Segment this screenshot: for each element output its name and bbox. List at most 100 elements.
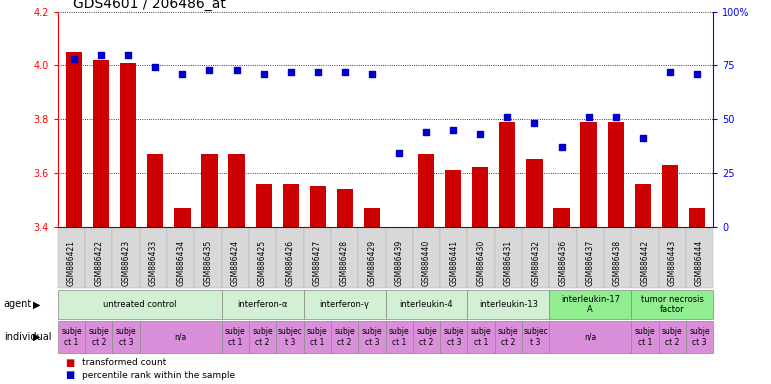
Text: GSM886424: GSM886424 [231,240,240,286]
Text: interleukin-17
A: interleukin-17 A [561,295,620,314]
Text: subje
ct 2: subje ct 2 [252,327,273,347]
Text: GSM886429: GSM886429 [367,240,376,286]
Bar [500,122,516,227]
Text: subje
ct 3: subje ct 3 [689,327,710,347]
Bar [283,184,299,227]
Bar [147,154,163,227]
Text: ▶: ▶ [33,299,41,310]
Text: GSM886434: GSM886434 [177,240,185,286]
Text: GSM886426: GSM886426 [285,240,295,286]
Text: ■: ■ [66,358,75,368]
Bar [662,165,678,227]
Text: ▶: ▶ [33,332,41,342]
Point [231,66,243,73]
Bar [364,208,380,227]
Text: subje
ct 3: subje ct 3 [443,327,464,347]
Bar [255,184,271,227]
Text: GSM886431: GSM886431 [504,240,513,286]
Text: ■: ■ [66,370,75,380]
Point [365,71,378,77]
Text: subje
ct 1: subje ct 1 [389,327,409,347]
Point [338,69,351,75]
Text: interleukin-13: interleukin-13 [479,300,538,309]
Bar [337,189,353,227]
Bar [120,63,136,227]
Point [637,135,649,141]
Bar [93,60,109,227]
Text: GSM886432: GSM886432 [531,240,540,286]
Bar [228,154,244,227]
Bar [635,184,651,227]
Point [582,114,594,120]
Text: GSM886423: GSM886423 [122,240,130,286]
Text: agent: agent [4,299,32,310]
Bar [201,154,217,227]
Text: GSM886442: GSM886442 [641,240,649,286]
Text: GSM886441: GSM886441 [449,240,458,286]
Bar [66,52,82,227]
Text: tumor necrosis
factor: tumor necrosis factor [641,295,704,314]
Text: n/a: n/a [584,333,597,341]
Text: individual: individual [4,332,52,342]
Bar [445,170,461,227]
Text: subje
ct 2: subje ct 2 [498,327,519,347]
Text: GSM886422: GSM886422 [94,240,103,286]
Text: GSM886430: GSM886430 [476,240,486,286]
Bar [554,208,570,227]
Text: subje
ct 3: subje ct 3 [362,327,382,347]
Point [284,69,297,75]
Text: subje
ct 3: subje ct 3 [116,327,136,347]
Point [393,151,406,157]
Text: n/a: n/a [174,333,187,341]
Point [311,69,324,75]
Point [95,51,107,58]
Text: GSM886421: GSM886421 [67,240,76,286]
Text: subje
ct 1: subje ct 1 [225,327,246,347]
Bar [310,186,326,227]
Text: percentile rank within the sample: percentile rank within the sample [82,371,236,380]
Point [122,51,134,58]
Bar [418,154,434,227]
Bar [174,208,190,227]
Point [664,69,676,75]
Bar [608,122,624,227]
Text: subje
ct 2: subje ct 2 [89,327,109,347]
Text: GSM886433: GSM886433 [149,240,158,286]
Point [68,56,80,62]
Text: subje
ct 2: subje ct 2 [662,327,682,347]
Text: subje
ct 2: subje ct 2 [334,327,355,347]
Point [610,114,622,120]
Bar [527,159,543,227]
Text: subjec
t 3: subjec t 3 [278,327,302,347]
Point [691,71,703,77]
Text: GSM886427: GSM886427 [313,240,322,286]
Text: GSM886444: GSM886444 [695,240,704,286]
Text: GSM886428: GSM886428 [340,240,349,286]
Text: subje
ct 2: subje ct 2 [416,327,437,347]
Text: GSM886439: GSM886439 [395,240,404,286]
Text: GSM886435: GSM886435 [204,240,213,286]
Text: GSM886437: GSM886437 [586,240,594,286]
Text: interferon-α: interferon-α [237,300,288,309]
Text: transformed count: transformed count [82,358,167,367]
Bar [689,208,705,227]
Text: untreated control: untreated control [103,300,177,309]
Point [528,120,540,126]
Text: subje
ct 1: subje ct 1 [307,327,328,347]
Text: subje
ct 1: subje ct 1 [471,327,491,347]
Bar [472,167,488,227]
Text: GSM886440: GSM886440 [422,240,431,286]
Point [204,66,216,73]
Point [555,144,567,150]
Text: subje
ct 1: subje ct 1 [635,327,655,347]
Text: interferon-γ: interferon-γ [320,300,369,309]
Text: GSM886438: GSM886438 [613,240,622,286]
Point [474,131,487,137]
Bar [581,122,597,227]
Point [501,114,513,120]
Point [177,71,189,77]
Text: interleukin-4: interleukin-4 [399,300,453,309]
Text: GSM886436: GSM886436 [558,240,567,286]
Text: GSM886443: GSM886443 [668,240,677,286]
Point [149,65,161,71]
